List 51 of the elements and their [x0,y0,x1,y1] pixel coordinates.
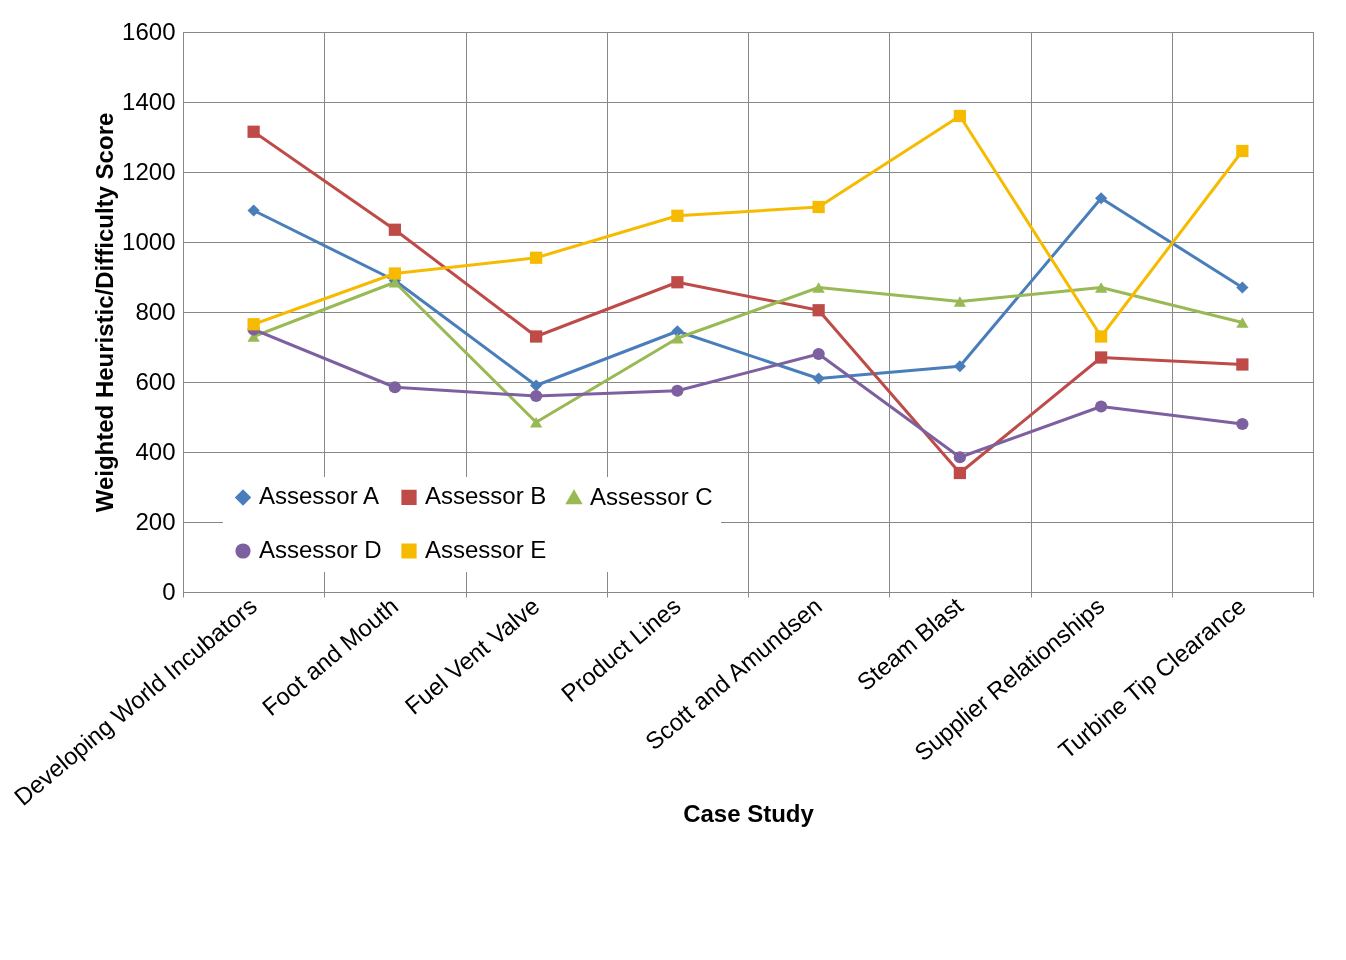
point [953,109,966,123]
point [530,416,543,428]
point [812,304,825,317]
point [1095,330,1108,343]
point [953,360,966,373]
point [953,296,966,307]
point [812,200,825,214]
point [671,332,684,344]
point [530,389,543,403]
point [388,223,401,236]
point [1095,282,1108,293]
point [530,251,543,264]
legend-label: Assessor C [590,482,713,510]
point [812,347,825,361]
y-tick-label: 1200 [122,157,176,185]
point [671,209,684,222]
legend-label: Assessor B [425,482,547,510]
point [1095,351,1108,364]
y-tick-label: 800 [135,297,176,325]
point [1236,144,1249,158]
y-tick-label: 200 [135,507,176,535]
point [1236,417,1249,431]
legend-label: Assessor E [425,536,547,563]
y-tick-label: 1000 [122,227,176,255]
point [812,282,825,293]
y-tick-label: 600 [135,367,176,395]
point [530,330,543,343]
point [1236,281,1249,294]
x-axis-title: Case Study [683,799,815,827]
point [953,466,966,480]
y-tick-label: 1600 [122,17,176,45]
point [1236,358,1249,371]
point [671,384,684,397]
legend-label: Assessor A [259,482,380,510]
point [388,267,401,280]
point [1236,317,1249,328]
point [247,204,260,217]
point [1095,400,1108,413]
point [671,276,684,289]
y-tick-label: 400 [135,437,176,465]
point [247,318,260,331]
legend-label: Assessor D [259,536,382,563]
point [812,372,825,385]
point [1095,192,1108,205]
point [388,381,401,394]
y-tick-label: 0 [162,577,176,605]
point [530,379,543,392]
y-tick-label: 1400 [122,87,176,115]
point [247,125,260,138]
point [953,451,966,464]
y-axis-title: Weighted Heuristic/Difficulty Score [91,112,119,513]
